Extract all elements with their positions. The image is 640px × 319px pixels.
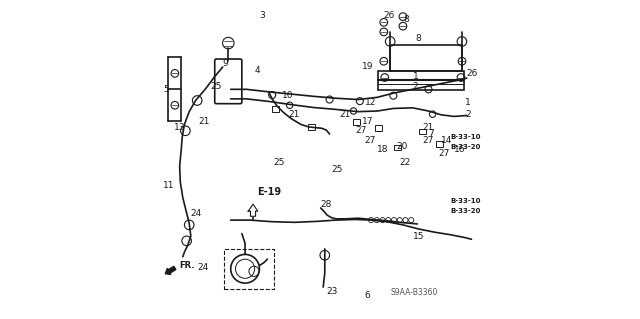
Bar — [419, 129, 426, 134]
Text: 17: 17 — [362, 117, 373, 126]
Text: 6: 6 — [365, 291, 371, 300]
Text: 20: 20 — [397, 142, 408, 151]
Text: 5: 5 — [164, 85, 170, 94]
Text: 26: 26 — [467, 69, 478, 78]
Text: 21: 21 — [199, 117, 210, 126]
Text: 25: 25 — [210, 82, 221, 91]
Text: 24: 24 — [197, 263, 209, 272]
Text: 15: 15 — [413, 232, 424, 241]
Text: 18: 18 — [378, 145, 389, 154]
Text: 25: 25 — [331, 165, 342, 174]
Text: 8: 8 — [403, 15, 409, 24]
Bar — [375, 125, 382, 131]
Text: 1: 1 — [465, 98, 471, 107]
Text: 19: 19 — [362, 63, 373, 71]
Text: 27: 27 — [438, 149, 449, 158]
Bar — [353, 119, 360, 125]
Bar — [436, 141, 443, 147]
Bar — [378, 71, 463, 90]
Text: E-19: E-19 — [257, 187, 281, 197]
Bar — [272, 106, 279, 112]
Text: 26: 26 — [384, 11, 395, 20]
Text: 24: 24 — [191, 209, 202, 218]
Text: 25: 25 — [274, 158, 285, 167]
Text: 23: 23 — [326, 287, 338, 296]
Text: 1: 1 — [413, 72, 419, 81]
Text: 3: 3 — [259, 11, 265, 20]
Text: 22: 22 — [400, 158, 411, 167]
Text: 27: 27 — [422, 136, 433, 145]
Text: 28: 28 — [320, 200, 332, 209]
Text: 27: 27 — [355, 126, 367, 135]
Text: 21: 21 — [422, 123, 433, 132]
Text: FR.: FR. — [179, 261, 195, 270]
Text: B-33-20: B-33-20 — [450, 208, 481, 213]
Bar — [308, 124, 315, 130]
Text: B-33-10: B-33-10 — [450, 198, 481, 204]
Text: 7: 7 — [428, 130, 434, 138]
Text: 8: 8 — [416, 34, 422, 43]
Text: B-33-10: B-33-10 — [450, 134, 481, 140]
Text: 2: 2 — [413, 82, 418, 91]
Text: 21: 21 — [339, 110, 351, 119]
Text: 2: 2 — [465, 110, 471, 119]
Bar — [394, 145, 401, 150]
Text: 10: 10 — [282, 91, 293, 100]
Text: 4: 4 — [255, 66, 260, 75]
Text: 16: 16 — [454, 145, 465, 154]
Text: 21: 21 — [288, 110, 300, 119]
Polygon shape — [248, 204, 258, 216]
Text: B-33-20: B-33-20 — [450, 144, 481, 150]
Text: 9: 9 — [223, 59, 228, 68]
Text: 27: 27 — [365, 136, 376, 145]
Text: 14: 14 — [441, 136, 452, 145]
Text: 13: 13 — [174, 123, 186, 132]
Bar — [224, 249, 274, 289]
FancyArrow shape — [165, 266, 176, 274]
Text: S9AA-B3360: S9AA-B3360 — [390, 288, 438, 297]
Text: 12: 12 — [365, 98, 376, 107]
Text: 11: 11 — [163, 181, 175, 189]
